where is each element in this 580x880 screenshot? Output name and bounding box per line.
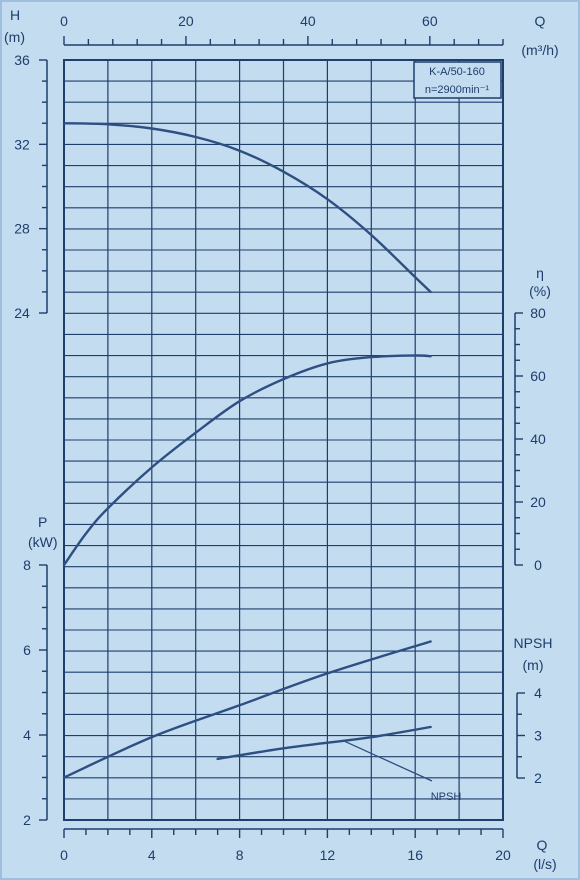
q-ls-tick-label: 20	[495, 847, 511, 863]
head-axis-unit: (m)	[4, 29, 25, 45]
curves	[62, 122, 433, 782]
npsh-label-leader	[344, 740, 433, 782]
q-ls-axis-symbol: Q	[537, 837, 548, 853]
npsh-curve	[216, 725, 432, 761]
q-ls-tick-label: 12	[320, 847, 336, 863]
npsh-tick-label: 2	[534, 770, 542, 786]
q-m3h-tick-label: 60	[422, 13, 438, 29]
grid	[63, 59, 504, 821]
power-tick-label: 2	[23, 812, 31, 828]
q-m3h-tick-label: 20	[178, 13, 194, 29]
q-ls-tick-label: 0	[60, 847, 68, 863]
q-m3h-axis-unit: (m³/h)	[521, 42, 558, 58]
efficiency-tick-label: 60	[530, 368, 546, 384]
power-tick-label: 4	[23, 727, 31, 743]
power-axis-unit: (kW)	[28, 534, 58, 550]
npsh-curve-label: NPSH	[431, 791, 462, 803]
efficiency-tick-label: 0	[534, 557, 542, 573]
efficiency-tick-label: 40	[530, 431, 546, 447]
labels: Q (m³/h) Q (l/s) H (m) P (kW) η (%) NPSH (m) NPSH K-A…	[4, 7, 559, 872]
efficiency-tick-label: 20	[530, 494, 546, 510]
power-tick-label: 8	[23, 557, 31, 573]
npsh-tick-label: 3	[534, 728, 542, 744]
plot-frame	[63, 59, 504, 821]
power-axis-symbol: P	[38, 514, 47, 530]
npsh-tick-label: 4	[534, 685, 542, 701]
q-ls-tick-label: 16	[407, 847, 423, 863]
head-tick-label: 24	[14, 305, 30, 321]
head-tick-label: 28	[14, 221, 30, 237]
efficiency-axis-unit: (%)	[529, 283, 551, 299]
q-ls-tick-label: 4	[148, 847, 156, 863]
speed-label: n=2900min⁻¹	[425, 84, 490, 96]
power-curve	[62, 640, 432, 779]
model-label: K-A/50-160	[429, 66, 485, 78]
head-tick-label: 36	[14, 52, 30, 68]
q-m3h-axis-symbol: Q	[535, 13, 546, 29]
model-box	[413, 61, 502, 99]
efficiency-axis-symbol: η	[536, 265, 544, 281]
head-curve	[62, 122, 432, 294]
head-axis-symbol: H	[10, 7, 20, 23]
efficiency-curve	[62, 354, 432, 567]
q-m3h-tick-label: 0	[60, 13, 68, 29]
power-tick-label: 6	[23, 642, 31, 658]
q-m3h-tick-label: 40	[300, 13, 316, 29]
npsh-axis-unit: (m)	[523, 657, 544, 673]
head-tick-label: 32	[14, 136, 30, 152]
q-ls-axis-unit: (l/s)	[533, 856, 556, 872]
npsh-axis-symbol: NPSH	[514, 635, 553, 651]
q-ls-tick-label: 8	[236, 847, 244, 863]
efficiency-tick-label: 80	[530, 305, 546, 321]
